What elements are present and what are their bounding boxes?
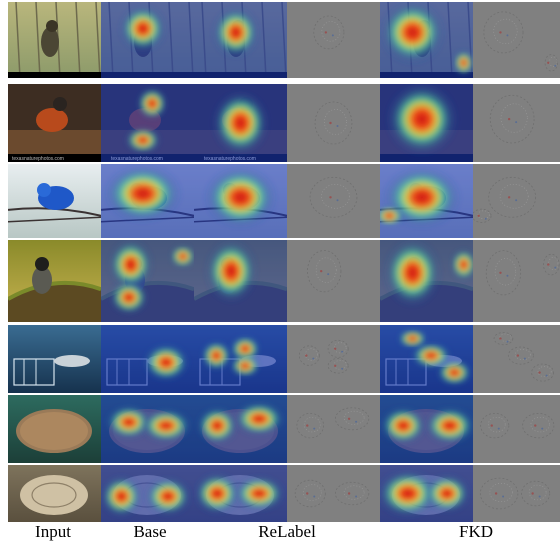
fkd-cam-row-7 <box>380 465 473 522</box>
input-image-row-3 <box>8 164 101 238</box>
relabel-gradient-row-3 <box>287 164 380 238</box>
figure-grid: texasnaturephotos.com texasnaturephotos.c… <box>8 2 560 522</box>
fkd-gradient-row-4 <box>473 240 560 322</box>
base-cam-row-6 <box>101 395 194 463</box>
relabel-gradient-row-5 <box>287 325 380 393</box>
relabel-gradient-row-7 <box>287 465 380 522</box>
group-separator <box>8 238 560 240</box>
base-cam-row-3 <box>101 164 194 238</box>
relabel-cam-row-1 <box>194 2 287 78</box>
base-cam-row-7 <box>101 465 194 522</box>
relabel-cam-row-7 <box>194 465 287 522</box>
relabel-cam-row-3 <box>194 164 287 238</box>
base-cam-row-5 <box>101 325 194 393</box>
caption-base: Base <box>133 522 167 541</box>
fkd-gradient-row-7 <box>473 465 560 522</box>
base-cam-row-4 <box>101 240 194 322</box>
watermark-row-2: texasnaturephotos.com <box>12 156 64 162</box>
fkd-gradient-row-3 <box>473 164 560 238</box>
input-image-row-1 <box>8 2 101 78</box>
watermark-row-2-cam: texasnaturephotos.com <box>204 156 256 162</box>
caption-relabel: ReLabel <box>258 522 316 541</box>
relabel-cam-row-6 <box>194 395 287 463</box>
relabel-cam-row-2 <box>194 84 287 162</box>
base-cam-row-1 <box>101 2 194 78</box>
fkd-gradient-row-5 <box>473 325 560 393</box>
relabel-gradient-row-6 <box>287 395 380 463</box>
watermark-row-2-cam: texasnaturephotos.com <box>111 156 163 162</box>
fkd-gradient-row-6 <box>473 395 560 463</box>
relabel-cam-row-4 <box>194 240 287 322</box>
fkd-cam-row-4 <box>380 240 473 322</box>
fkd-cam-row-1 <box>380 2 473 78</box>
input-image-row-4 <box>8 240 101 322</box>
fkd-gradient-row-1 <box>473 2 560 78</box>
caption-fkd: FKD <box>458 522 493 541</box>
relabel-gradient-row-4 <box>287 240 380 322</box>
caption-input: Input <box>35 522 71 541</box>
input-image-row-5 <box>8 325 101 393</box>
input-image-row-6 <box>8 395 101 463</box>
relabel-gradient-row-1 <box>287 2 380 78</box>
input-image-row-7 <box>8 465 101 522</box>
cam-comparison-figure: texasnaturephotos.com texasnaturephotos.c… <box>8 2 560 522</box>
relabel-gradient-row-2 <box>287 84 380 162</box>
input-image-row-2 <box>8 84 101 162</box>
base-cam-row-2 <box>101 84 194 162</box>
fkd-gradient-row-2 <box>473 84 560 162</box>
fkd-cam-row-3 <box>380 164 473 238</box>
fkd-cam-row-2 <box>380 84 473 162</box>
fkd-cam-row-5 <box>380 325 473 393</box>
relabel-cam-row-5 <box>194 325 287 393</box>
fkd-cam-row-6 <box>380 395 473 463</box>
